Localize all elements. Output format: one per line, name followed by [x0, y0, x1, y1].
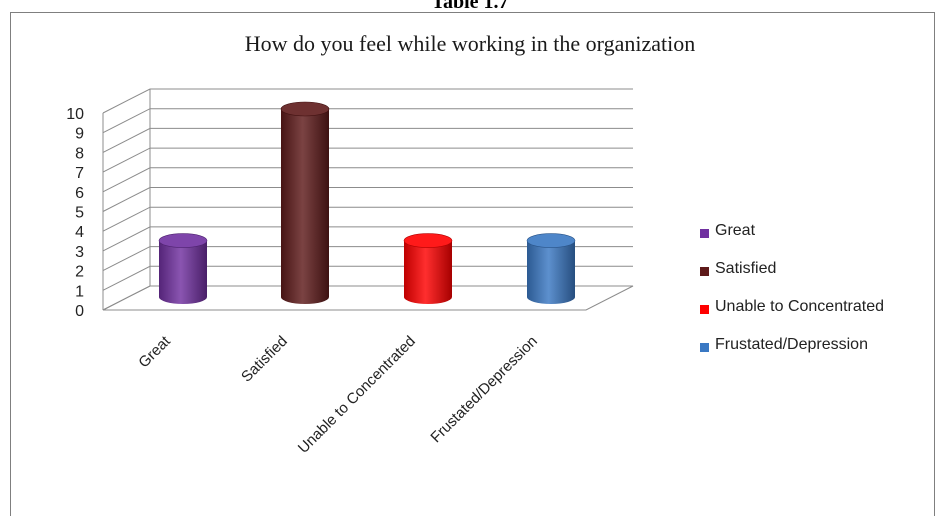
- bar-top: [158, 233, 208, 248]
- legend-swatch: [700, 229, 709, 238]
- x-tick-label: Frustated/Depression: [427, 333, 540, 446]
- bar-cylinder: [281, 109, 329, 304]
- legend-label: Frustated/Depression: [715, 336, 868, 353]
- bar-top: [280, 101, 330, 117]
- gridline: [102, 167, 633, 193]
- chart-frame: [10, 12, 935, 516]
- bar-cylinder: [527, 240, 575, 304]
- gridline: [102, 265, 633, 291]
- table-caption: Table 1.7: [431, 0, 509, 13]
- y-tick-label: 4: [75, 224, 84, 241]
- x-tick-label: Unable to Concentrated: [295, 333, 419, 457]
- y-tick-label: 1: [75, 283, 84, 300]
- y-tick-label: 9: [75, 126, 84, 143]
- chart-title: How do you feel while working in the org…: [244, 31, 696, 56]
- y-tick-label: 5: [75, 205, 84, 222]
- y-tick-label: 3: [75, 244, 84, 261]
- gridline: [102, 88, 633, 114]
- x-tick-label: Satisfied: [238, 333, 291, 386]
- bar-top: [403, 233, 453, 248]
- y-tick-label: 7: [75, 165, 84, 182]
- y-tick-label: 0: [75, 303, 84, 320]
- legend-swatch: [700, 343, 709, 352]
- y-tick-label: 8: [75, 145, 84, 162]
- gridline: [102, 246, 633, 272]
- gridline: [102, 285, 633, 311]
- y-tick-label: 6: [75, 185, 84, 202]
- y-tick-label: 2: [75, 264, 84, 281]
- legend-swatch: [700, 305, 709, 314]
- gridline: [102, 147, 633, 173]
- y-tick-label: 10: [66, 106, 84, 123]
- gridline: [102, 206, 633, 232]
- gridline: [102, 226, 633, 252]
- gridline: [102, 108, 633, 134]
- legend-label: Satisfied: [715, 260, 777, 277]
- legend-label: Great: [715, 222, 756, 239]
- legend-label: Unable to Concentrated: [715, 298, 884, 315]
- bar-top: [526, 233, 576, 248]
- x-tick-label: Great: [135, 332, 174, 371]
- bar-cylinder: [404, 240, 452, 304]
- legend-swatch: [700, 267, 709, 276]
- bar-cylinder: [159, 240, 207, 304]
- gridline: [102, 127, 633, 153]
- gridline: [102, 187, 633, 212]
